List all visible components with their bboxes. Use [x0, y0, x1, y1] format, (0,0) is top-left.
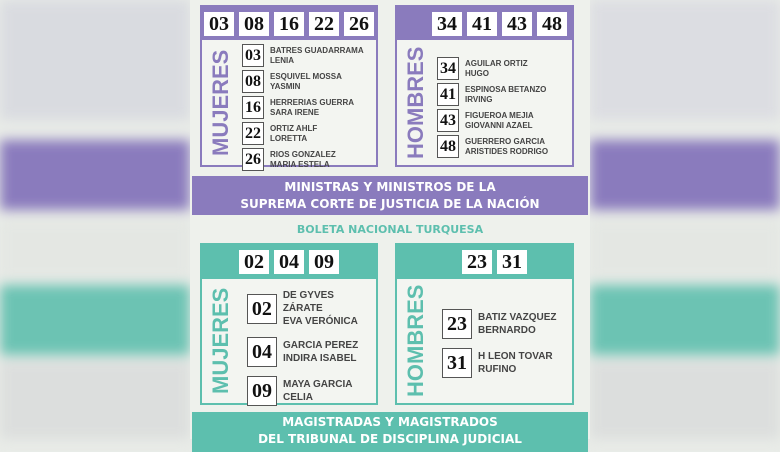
- ballot-number: 43: [502, 11, 532, 36]
- candidate-item: 48 GUERRERO GARCIA ARISTIDES RODRIGO: [437, 135, 548, 158]
- candidate-name: FIGUEROA MEJIA: [465, 110, 534, 120]
- candidate-item: 02 DE GYVES ZÁRATE EVA VERÓNICA: [247, 289, 376, 328]
- candidate-name: EVA VERÓNICA: [282, 316, 358, 327]
- ballot-number: 08: [239, 11, 269, 36]
- candidate-number: 08: [242, 70, 264, 93]
- candidate-number: 16: [242, 96, 264, 119]
- candidate-number: 26: [242, 148, 264, 171]
- top-mujeres-box: 03 08 16 22 26 MUJERES 03 BATRES GUADARRAMA LE…: [200, 5, 378, 171]
- banner-line: MINISTRAS Y MINISTROS DE LA: [284, 180, 496, 194]
- banner-line: DEL TRIBUNAL DE DISCIPLINA JUDICIAL: [258, 432, 522, 446]
- candidate-name: SARA IRENE: [270, 107, 320, 117]
- bottom-hombres-box: 23 31 HOMBRES 23 BATIZ VAZQUEZ BERNARDO 31 H …: [395, 243, 574, 405]
- candidate-name: AGUILAR ORTIZ: [465, 58, 528, 68]
- ballot-number: 02: [239, 250, 269, 274]
- candidate-name: CELIA: [283, 392, 313, 403]
- ballot-number: 48: [537, 11, 567, 36]
- candidate-number: 09: [247, 376, 277, 406]
- candidate-number: 04: [247, 337, 277, 367]
- ballot-number: 03: [204, 11, 234, 36]
- mujeres-label: MUJERES: [208, 287, 233, 395]
- bottom-mujeres-box: 02 04 09 MUJERES 02 DE GYVES ZÁRATE EVA VERÓ…: [200, 243, 378, 406]
- candidate-name: GUERRERO GARCIA: [465, 136, 546, 146]
- blurred-background-left: [0, 0, 190, 439]
- candidate-item: 41 ESPINOSA BETANZO IRVING: [437, 83, 548, 106]
- mujeres-label: MUJERES: [208, 49, 233, 157]
- candidate-name: ORTIZ AHLF: [270, 123, 318, 133]
- candidate-item: 08 ESQUIVEL MOSSA YASMIN: [242, 70, 364, 93]
- candidate-name: GIOVANNI AZAEL: [465, 120, 533, 130]
- banner-line: SUPREMA CORTE DE JUSTICIA DE LA NACIÓN: [240, 197, 540, 211]
- ballot-number: 31: [497, 250, 527, 274]
- bottom-title: BOLETA NACIONAL TURQUESA: [296, 223, 484, 236]
- ballot-number: 22: [309, 11, 339, 36]
- candidate-name: MARIA ESTELA: [270, 159, 330, 169]
- candidate-number: 02: [247, 293, 277, 324]
- candidate-name: HUGO: [465, 68, 489, 78]
- ballot-number: 04: [274, 250, 304, 274]
- candidate-number: 48: [437, 135, 459, 158]
- ballot-number: 26: [344, 11, 374, 36]
- candidate-name: MAYA GARCIA: [283, 379, 353, 390]
- candidate-name: DE GYVES ZÁRATE: [282, 290, 334, 314]
- ballot-number: 16: [274, 11, 304, 36]
- candidate-number: 34: [437, 57, 459, 80]
- ballot-number: 41: [467, 11, 497, 36]
- candidate-name: RIOS GONZALEZ: [270, 149, 336, 159]
- candidate-number: 31: [442, 348, 472, 378]
- candidate-name: HERRERIAS GUERRA: [270, 97, 355, 107]
- candidate-name: BATRES GUADARRAMA: [270, 45, 364, 55]
- candidate-name: YASMIN: [270, 81, 301, 91]
- candidate-name: BERNARDO: [478, 325, 536, 336]
- candidate-item: 03 BATRES GUADARRAMA LENIA: [242, 44, 364, 67]
- blurred-background-right: [590, 0, 780, 439]
- candidate-item: 23 BATIZ VAZQUEZ BERNARDO: [442, 309, 557, 339]
- banner-line: MAGISTRADAS Y MAGISTRADOS: [282, 415, 498, 429]
- candidate-name: LORETTA: [270, 133, 308, 143]
- candidate-item: 31 H LEON TOVAR RUFINO: [442, 348, 557, 378]
- candidate-name: INDIRA ISABEL: [283, 353, 357, 364]
- hombres-label: HOMBRES: [403, 284, 428, 398]
- candidate-name: IRVING: [465, 94, 493, 104]
- hombres-label: HOMBRES: [403, 46, 428, 160]
- candidate-item: 34 AGUILAR ORTIZ HUGO: [437, 57, 548, 80]
- candidate-number: 22: [242, 122, 264, 145]
- candidate-item: 04 GARCIA PEREZ INDIRA ISABEL: [247, 337, 376, 367]
- candidate-item: 43 FIGUEROA MEJIA GIOVANNI AZAEL: [437, 109, 548, 132]
- bottom-banner: MAGISTRADAS Y MAGISTRADOS DEL TRIBUNAL D…: [192, 412, 588, 452]
- candidate-name: ESQUIVEL MOSSA: [270, 71, 342, 81]
- candidate-name: ESPINOSA BETANZO: [465, 84, 547, 94]
- ballot-number: 23: [462, 250, 492, 274]
- candidate-name: LENIA: [270, 55, 294, 65]
- candidate-number: 43: [437, 109, 459, 132]
- candidate-name: H LEON TOVAR: [478, 351, 553, 362]
- candidate-name: RUFINO: [478, 364, 517, 375]
- candidate-item: 22 ORTIZ AHLF LORETTA: [242, 122, 364, 145]
- candidate-item: 26 RIOS GONZALEZ MARIA ESTELA: [242, 148, 364, 171]
- ballot-number: 09: [309, 250, 339, 274]
- ballot-guide: 03 08 16 22 26 MUJERES 03 BATRES GUADARRAMA LE…: [190, 0, 590, 452]
- candidate-number: 23: [442, 309, 472, 339]
- candidate-number: 03: [242, 44, 264, 67]
- candidate-name: ARISTIDES RODRIGO: [465, 146, 549, 156]
- candidate-name: GARCIA PEREZ: [283, 340, 359, 351]
- top-hombres-box: 34 41 43 48 HOMBRES 34 AGUILAR ORTIZ HUGO 41 ES…: [395, 5, 574, 167]
- candidate-number: 41: [437, 83, 459, 106]
- candidate-item: 09 MAYA GARCIA CELIA: [247, 376, 376, 406]
- candidate-name: BATIZ VAZQUEZ: [478, 312, 557, 323]
- ballot-number: 34: [432, 11, 462, 36]
- candidate-item: 16 HERRERIAS GUERRA SARA IRENE: [242, 96, 364, 119]
- top-banner: MINISTRAS Y MINISTROS DE LA SUPREMA CORT…: [192, 176, 588, 215]
